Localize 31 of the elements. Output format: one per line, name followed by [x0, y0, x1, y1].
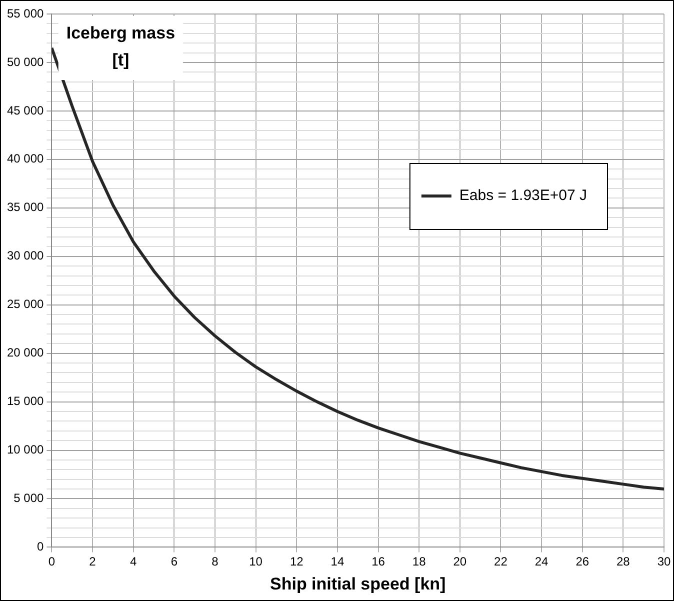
x-tick-label: 14	[330, 554, 344, 569]
x-axis-title: Ship initial speed [kn]	[270, 574, 446, 594]
x-tick-label: 6	[170, 554, 178, 569]
x-tick-label: 30	[657, 554, 671, 569]
y-tick-label: 40 000	[7, 152, 44, 166]
x-tick-label: 22	[494, 554, 508, 569]
x-tick-label: 28	[616, 554, 630, 569]
y-tick-label: 20 000	[7, 346, 44, 360]
legend-label: Eabs = 1.93E+07 J	[459, 187, 588, 204]
y-tick-label: 25 000	[7, 297, 44, 312]
y-axis-title: Iceberg mass [t]	[66, 24, 176, 70]
y-tick-label: 45 000	[7, 103, 44, 118]
x-tick-label: 8	[212, 554, 219, 569]
y-tick-label: 0	[37, 540, 44, 554]
x-tick-label: 0	[48, 554, 56, 569]
x-tick-label: 10	[249, 554, 263, 569]
y-tick-label: 55 000	[7, 6, 44, 20]
y-tick-label: 15 000	[7, 394, 44, 408]
y-tick-label: 50 000	[7, 54, 44, 69]
x-tick-label: 4	[130, 554, 137, 569]
y-tick-label: 35 000	[7, 200, 44, 214]
x-tick-label: 16	[372, 554, 386, 569]
x-tick-label: 26	[576, 554, 590, 569]
x-tick-label: 2	[89, 554, 96, 569]
x-tick-label: 20	[453, 554, 467, 569]
y-tick-label: 5 000	[14, 491, 44, 506]
y-tick-label: 30 000	[7, 248, 44, 263]
y-tick-label: 10 000	[7, 442, 44, 457]
x-tick-label: 24	[534, 554, 549, 569]
x-tick-label: 18	[412, 554, 426, 569]
x-tick-label: 12	[290, 554, 304, 569]
